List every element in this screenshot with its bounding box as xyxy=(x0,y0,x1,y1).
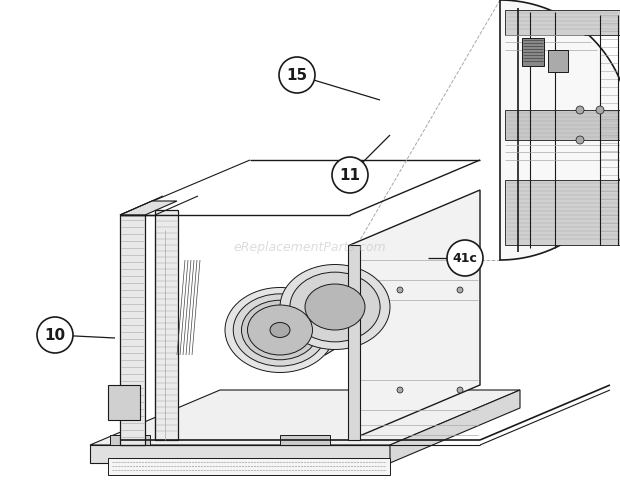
Polygon shape xyxy=(325,277,380,355)
Circle shape xyxy=(332,157,368,193)
Circle shape xyxy=(447,240,483,276)
Circle shape xyxy=(397,287,403,293)
Circle shape xyxy=(279,57,315,93)
Circle shape xyxy=(596,106,604,114)
Ellipse shape xyxy=(305,284,365,330)
Ellipse shape xyxy=(290,272,380,342)
Polygon shape xyxy=(505,180,620,245)
Polygon shape xyxy=(522,38,544,66)
Text: 41c: 41c xyxy=(453,251,477,265)
Polygon shape xyxy=(120,201,177,215)
Polygon shape xyxy=(90,390,520,445)
Polygon shape xyxy=(348,245,360,440)
Ellipse shape xyxy=(280,265,390,350)
Polygon shape xyxy=(90,445,390,463)
Text: 15: 15 xyxy=(286,68,308,82)
Ellipse shape xyxy=(270,322,290,338)
Polygon shape xyxy=(350,190,480,440)
Text: 10: 10 xyxy=(45,327,66,343)
Polygon shape xyxy=(548,50,568,72)
Circle shape xyxy=(37,317,73,353)
Polygon shape xyxy=(505,110,620,140)
Polygon shape xyxy=(108,385,140,420)
Polygon shape xyxy=(280,435,330,445)
Polygon shape xyxy=(110,435,150,445)
Ellipse shape xyxy=(247,305,312,355)
Ellipse shape xyxy=(225,287,335,373)
Circle shape xyxy=(576,106,584,114)
Circle shape xyxy=(457,387,463,393)
Circle shape xyxy=(397,387,403,393)
Circle shape xyxy=(576,136,584,144)
Ellipse shape xyxy=(233,294,327,366)
Text: 11: 11 xyxy=(340,168,360,182)
Polygon shape xyxy=(108,458,390,475)
Polygon shape xyxy=(155,210,178,440)
Ellipse shape xyxy=(242,300,319,360)
Text: eReplacementParts.com: eReplacementParts.com xyxy=(234,242,386,254)
Circle shape xyxy=(457,287,463,293)
Polygon shape xyxy=(500,0,620,260)
Polygon shape xyxy=(505,10,620,35)
Polygon shape xyxy=(390,390,520,463)
Polygon shape xyxy=(120,215,145,445)
